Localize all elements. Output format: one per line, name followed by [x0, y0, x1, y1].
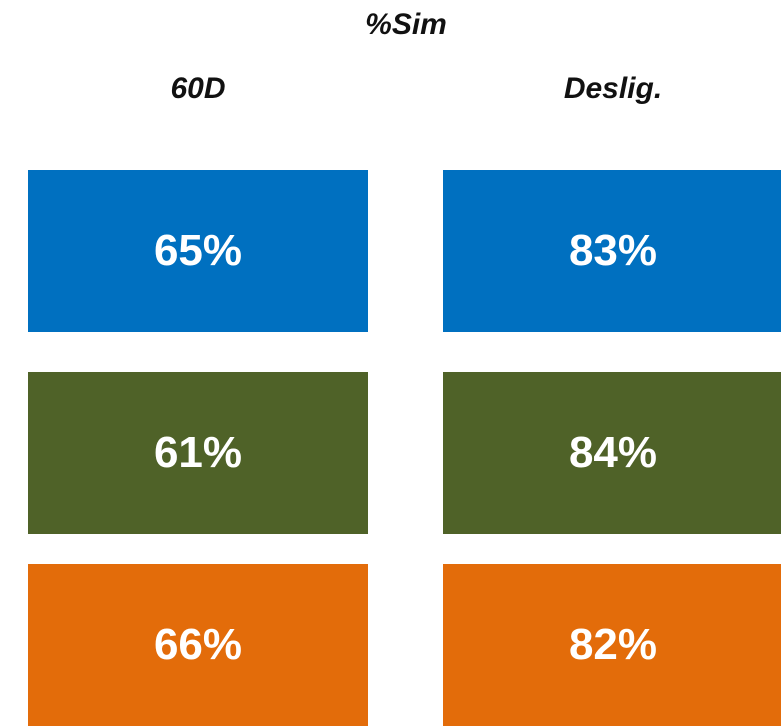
tile-row3-col1: 66% [28, 564, 368, 726]
column-header-deslig: Deslig. [563, 72, 663, 105]
tile-row1-col2: 83% [443, 170, 781, 332]
tile-row2-col2: 84% [443, 372, 781, 534]
chart-title: %Sim [365, 8, 447, 41]
tile-row3-col2: 82% [443, 564, 781, 726]
tile-row2-col1: 61% [28, 372, 368, 534]
column-header-60d: 60D [170, 72, 226, 105]
tile-row1-col1: 65% [28, 170, 368, 332]
